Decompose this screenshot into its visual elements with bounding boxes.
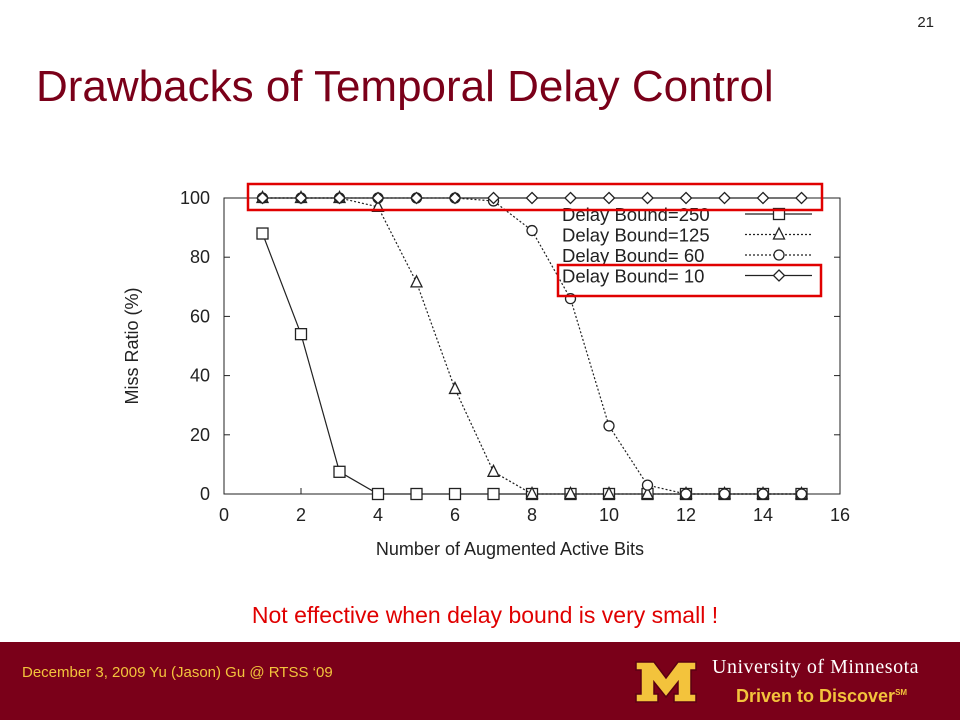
data-point-square [487,487,500,501]
data-point-square [333,465,346,478]
y-tick-label: 60 [190,306,210,326]
data-point-circle [641,479,654,491]
data-point-triangle [640,486,655,500]
x-tick-label: 0 [219,505,229,525]
series-1-line [261,233,802,495]
x-tick-label: 6 [450,505,460,525]
series-2-line [262,197,802,495]
data-point-square [772,207,786,221]
data-point-diamond [333,191,346,205]
x-tick-label: 12 [676,505,696,525]
y-tick-label: 40 [190,366,210,386]
slide-title: Drawbacks of Temporal Delay Control [36,62,774,111]
chart-area: 0 2 4 6 8 10 12 14 16 0 20 40 60 80 100 Number of Augme… [122,182,850,559]
data-point-diamond [772,269,786,282]
series-3-line [262,197,802,495]
x-tick-label: 10 [599,505,619,525]
data-point-diamond [641,191,654,205]
data-point-diamond [679,191,693,205]
y-tick-label: 100 [180,188,210,208]
data-point-diamond [756,191,770,205]
x-tick-label: 16 [830,505,850,525]
data-point-diamond [564,191,577,205]
data-point-triangle [525,486,539,500]
series-4 [256,191,808,205]
data-point-diamond [256,191,269,205]
university-m-logo-icon [635,661,697,703]
series-1 [256,227,808,501]
tagline-text: Driven to Discover [736,686,896,706]
data-point-diamond [487,191,500,205]
data-point-triangle [772,226,786,240]
data-point-square [294,328,308,341]
miss-ratio-chart: 0 2 4 6 8 10 12 14 16 0 20 40 60 80 100 Number of Augme… [122,182,850,559]
data-point-circle [718,488,731,500]
data-point-triangle [563,486,578,500]
data-point-circle [773,249,785,261]
y-tick-label: 80 [190,247,210,267]
data-point-square [448,487,462,501]
legend-label-1: Delay Bound=250 [562,204,710,225]
data-point-diamond [371,191,385,205]
slide-number: 21 [917,14,934,31]
legend-label-2: Delay Bound=125 [562,225,710,246]
data-point-diamond [448,191,462,205]
x-tick-label: 4 [373,505,383,525]
data-point-diamond [718,191,731,205]
service-mark: SM [895,688,908,697]
x-axis-label: Number of Augmented Active Bits [376,539,644,559]
university-name: University of Minnesota [712,656,920,678]
x-tick-label: 8 [527,505,537,525]
data-point-circle [795,488,808,500]
data-point-circle [757,488,769,500]
data-point-circle [680,488,692,500]
data-point-diamond [410,191,423,205]
x-tick-label: 2 [296,505,306,525]
x-tick-label: 14 [753,505,773,525]
data-point-diamond [294,191,308,205]
y-tick-label: 20 [190,425,210,445]
data-point-triangle [371,198,385,213]
data-point-circle [526,224,538,237]
footer-bar: December 3, 2009 Yu (Jason) Gu @ RTSS ‘0… [0,642,960,720]
data-point-triangle [486,463,501,477]
y-axis-label: Miss Ratio (%) [122,287,142,404]
series-2 [255,190,809,500]
plot-frame [223,197,841,495]
data-point-diamond [795,191,808,205]
footer-date-author: December 3, 2009 Yu (Jason) Gu @ RTSS ‘0… [22,664,333,681]
highlight-box-data [246,182,824,212]
slide-note: Not effective when delay bound is very s… [251,602,719,628]
legend-label-3: Delay Bound= 60 [562,245,704,266]
y-tick-label: 0 [200,484,210,504]
data-point-triangle [448,380,462,395]
highlight-box-legend [556,263,823,298]
data-point-square [371,487,385,501]
data-point-triangle [409,274,424,288]
data-point-triangle [602,486,616,500]
legend-label-4: Delay Bound= 10 [562,266,704,287]
series-3 [256,192,808,500]
data-point-circle [603,420,615,432]
data-point-diamond [602,191,616,205]
data-point-diamond [525,191,539,205]
data-point-square [256,227,269,240]
data-point-square [410,487,423,501]
tagline: Driven to DiscoverSM [736,686,907,707]
